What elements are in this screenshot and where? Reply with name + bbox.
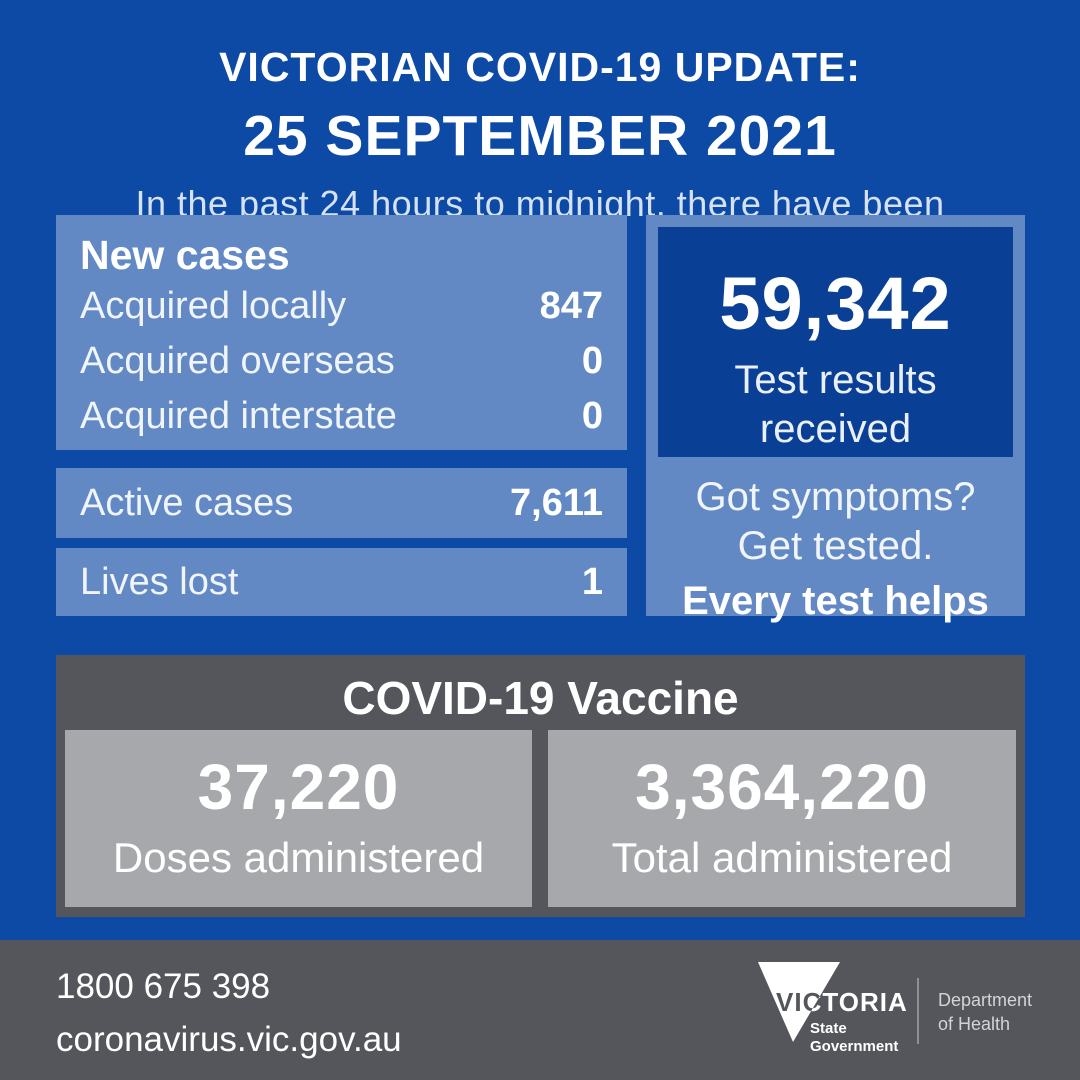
- vaccine-total-box: 3,364,220 Total administered: [548, 730, 1016, 907]
- case-row-value: 0: [581, 340, 603, 382]
- active-cases-row: Active cases 7,611: [56, 468, 627, 538]
- case-row-interstate: Acquired interstate 0: [80, 389, 603, 444]
- lives-lost-row: Lives lost 1: [56, 548, 627, 616]
- case-row-value: 847: [539, 285, 603, 327]
- case-row-locally: Acquired locally 847: [80, 279, 603, 334]
- active-cases-label: Active cases: [80, 481, 294, 524]
- department-of-health-line1: Department: [938, 990, 1032, 1010]
- state-government-label-line1: State: [810, 1020, 847, 1037]
- prompt-line-2: Get tested.: [737, 524, 934, 568]
- case-row-value: 0: [581, 395, 603, 437]
- case-row-overseas: Acquired overseas 0: [80, 334, 603, 389]
- vaccine-heading: COVID-19 Vaccine: [342, 672, 739, 724]
- vaccine-doses-box: 37,220 Doses administered: [65, 730, 532, 907]
- footer: 1800 675 398 coronavirus.vic.gov.au VICT…: [0, 940, 1080, 1080]
- victoria-wordmark: VICTORIA: [776, 987, 908, 1017]
- lives-lost-panel: Lives lost 1: [56, 548, 627, 616]
- prompt-bold-line: Every test helps: [682, 579, 989, 623]
- lives-lost-label: Lives lost: [80, 560, 239, 603]
- lives-lost-value: 1: [581, 560, 603, 603]
- test-results-count: 59,342: [719, 262, 952, 345]
- testing-prompt: Got symptoms? Get tested. Every test hel…: [646, 473, 1025, 626]
- website-url: coronavirus.vic.gov.au: [56, 1020, 402, 1059]
- header: VICTORIAN COVID-19 UPDATE: 25 SEPTEMBER …: [0, 0, 1080, 225]
- footer-contact: 1800 675 398 coronavirus.vic.gov.au: [56, 960, 402, 1066]
- victoria-triangle-icon: [758, 962, 840, 1042]
- test-results-caption: Test results received: [734, 358, 937, 451]
- victoria-state-government-logo: VICTORIA VICTORIA State Government Depar…: [758, 962, 1032, 1055]
- new-cases-heading: New cases: [80, 232, 290, 278]
- case-row-label: Acquired locally: [80, 285, 347, 327]
- page-title: VICTORIAN COVID-19 UPDATE:: [219, 44, 861, 90]
- case-row-label: Acquired overseas: [80, 340, 395, 382]
- testing-panel: 59,342 Test results received Got symptom…: [646, 215, 1025, 623]
- case-row-label: Acquired interstate: [80, 395, 397, 437]
- vaccine-total-label: Total administered: [611, 834, 953, 881]
- report-date: 25 SEPTEMBER 2021: [243, 104, 837, 168]
- vaccine-total-number: 3,364,220: [635, 751, 929, 823]
- new-cases-panel: New cases Acquired locally 847 Acquired …: [56, 215, 627, 450]
- vaccine-panel: COVID-19 Vaccine 37,220 Doses administer…: [56, 655, 1025, 917]
- department-of-health-line2: of Health: [938, 1014, 1010, 1034]
- active-cases-panel: Active cases 7,611: [56, 468, 627, 538]
- active-cases-value: 7,611: [510, 481, 603, 524]
- phone-number: 1800 675 398: [56, 967, 271, 1006]
- vaccine-doses-number: 37,220: [197, 751, 400, 823]
- prompt-line-1: Got symptoms?: [695, 475, 976, 519]
- state-government-label-line2: Government: [810, 1038, 898, 1055]
- vaccine-doses-label: Doses administered: [112, 834, 485, 881]
- test-results-box: 59,342 Test results received: [658, 227, 1013, 457]
